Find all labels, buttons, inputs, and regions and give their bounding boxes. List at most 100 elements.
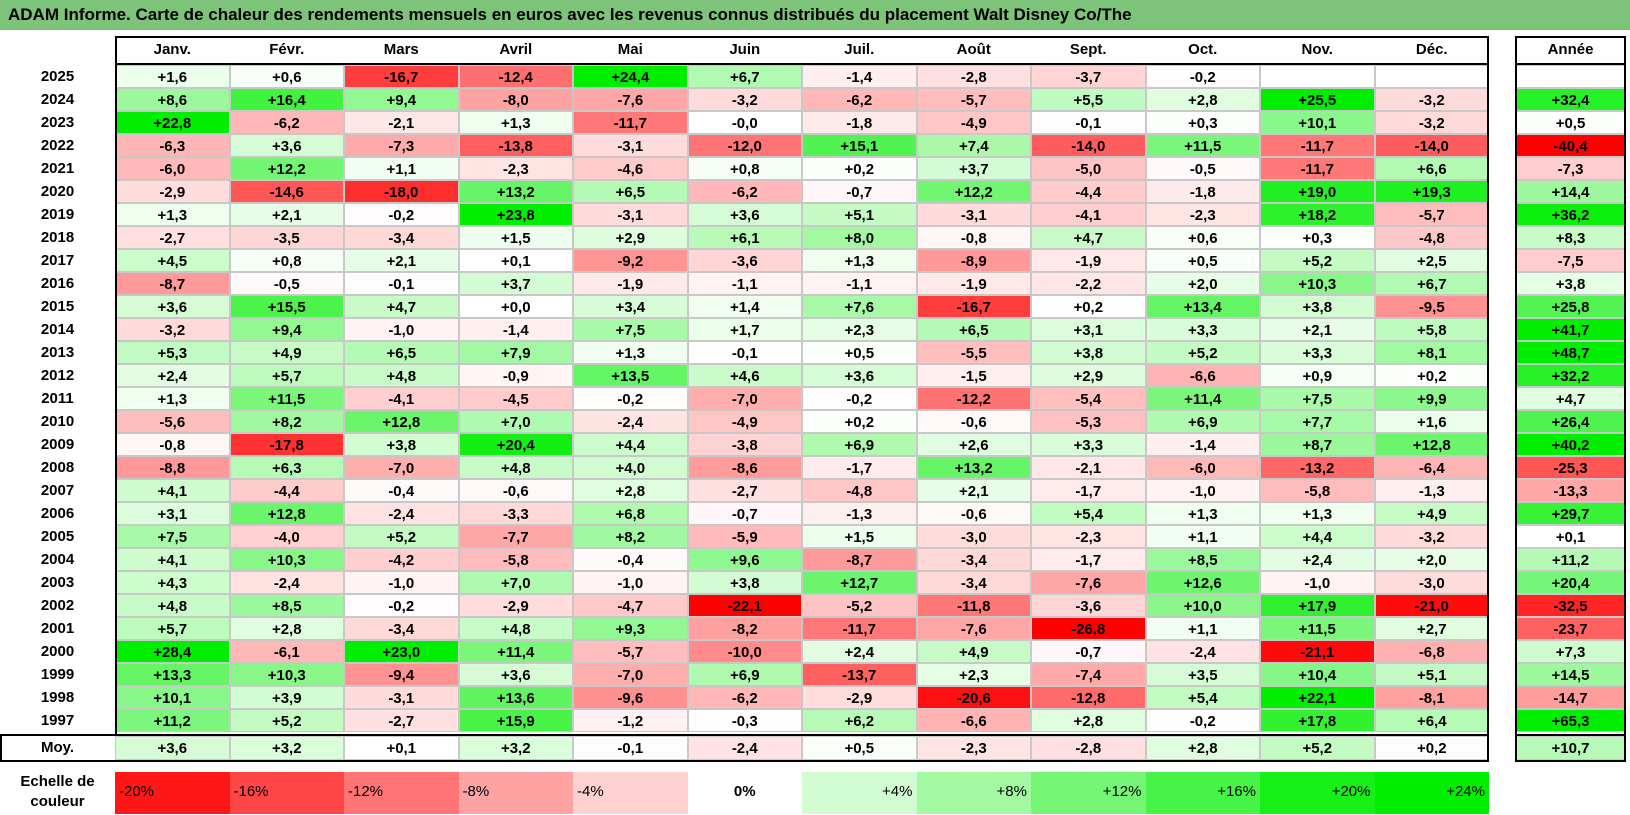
grid-right-border: [1487, 36, 1489, 760]
heatmap-cell: +24,4: [573, 65, 688, 88]
heatmap-cell: -20,6: [916, 686, 1031, 709]
heatmap-cell: +3,7: [916, 157, 1031, 180]
heatmap-cell: +2,1: [229, 203, 344, 226]
color-scale-swatch: 0%: [687, 772, 802, 814]
heatmap-cell: -14,0: [1374, 134, 1489, 157]
heatmap-cell: +10,3: [1260, 272, 1375, 295]
heatmap-cell: -1,9: [1031, 249, 1146, 272]
heatmap-cell: +4,8: [344, 364, 459, 387]
heatmap-cell: +8,7: [1260, 433, 1375, 456]
heatmap-cell: +6,6: [1374, 157, 1489, 180]
heatmap-cell: -2,4: [1145, 640, 1260, 663]
heatmap-cell: -6,2: [687, 686, 802, 709]
heatmap-cell: -3,2: [115, 318, 230, 341]
heatmap-cell: -12,4: [458, 65, 573, 88]
annual-left-border: [1515, 36, 1517, 760]
year-label: 2013: [40, 344, 75, 361]
heatmap-cell: -1,1: [802, 272, 917, 295]
heatmap-cell: -7,6: [1031, 571, 1146, 594]
average-cell: -2,4: [687, 736, 802, 760]
heatmap-cell: +1,3: [802, 249, 917, 272]
heatmap-cell: -5,3: [1031, 410, 1146, 433]
heatmap-cell: +3,4: [573, 295, 688, 318]
heatmap-cell: +0,2: [1031, 295, 1146, 318]
color-scale-swatch: -4%: [573, 772, 688, 814]
heatmap-cell: [1260, 65, 1375, 88]
average-cell: +2,8: [1145, 736, 1260, 760]
heatmap-cell: -22,1: [687, 594, 802, 617]
annual-cell: +8,3: [1515, 226, 1626, 249]
heatmap-cell: -5,2: [802, 594, 917, 617]
heatmap-cell: +4,1: [115, 479, 230, 502]
heatmap-cell: -1,0: [344, 571, 459, 594]
heatmap-cell: -2,7: [344, 709, 459, 732]
heatmap-cell: +5,2: [229, 709, 344, 732]
heatmap-cell: +3,3: [1145, 318, 1260, 341]
month-header: Juil.: [844, 41, 875, 58]
heatmap-cell: +9,4: [344, 88, 459, 111]
annual-cell: -25,3: [1515, 456, 1626, 479]
heatmap-cell: -0,0: [687, 111, 802, 134]
color-scale-swatch: +8%: [916, 772, 1031, 814]
heatmap-cell: +3,3: [1260, 341, 1375, 364]
heatmap-cell: -1,7: [802, 456, 917, 479]
year-label: 2007: [40, 482, 75, 499]
heatmap-cell: +6,5: [916, 318, 1031, 341]
heatmap-cell: +9,6: [687, 548, 802, 571]
heatmap-cell: +13,2: [458, 180, 573, 203]
heatmap-cell: -2,4: [344, 502, 459, 525]
heatmap-cell: +7,4: [916, 134, 1031, 157]
heatmap-cell: -1,5: [916, 364, 1031, 387]
average-cell: -0,1: [573, 736, 688, 760]
heatmap-cell: -5,7: [1374, 203, 1489, 226]
heatmap-cell: +2,6: [916, 433, 1031, 456]
heatmap-cell: -2,3: [1145, 203, 1260, 226]
heatmap-cell: +5,2: [344, 525, 459, 548]
heatmap-cell: -2,3: [458, 157, 573, 180]
heatmap-cell: +13,2: [916, 456, 1031, 479]
heatmap-cell: -7,4: [1031, 663, 1146, 686]
heatmap-cell: -4,6: [573, 157, 688, 180]
heatmap-cell: +7,5: [115, 525, 230, 548]
year-label: 2017: [40, 252, 75, 269]
heatmap-cell: -9,4: [344, 663, 459, 686]
heatmap-cell: +12,7: [802, 571, 917, 594]
average-cell: +0,1: [344, 736, 459, 760]
heatmap-cell: -1,3: [1374, 479, 1489, 502]
heatmap-cell: +12,8: [1374, 433, 1489, 456]
heatmap-cell: -0,4: [344, 479, 459, 502]
heatmap-cell: -1,0: [344, 318, 459, 341]
annual-cell: +25,8: [1515, 295, 1626, 318]
heatmap-cell: +8,0: [802, 226, 917, 249]
heatmap-cell: +2,3: [802, 318, 917, 341]
heatmap-cell: +7,5: [573, 318, 688, 341]
heatmap-cell: +1,3: [458, 111, 573, 134]
heatmap-cell: -3,7: [1031, 65, 1146, 88]
heatmap-cell: -6,2: [687, 180, 802, 203]
heatmap-cell: +18,2: [1260, 203, 1375, 226]
heatmap-cell: +6,2: [802, 709, 917, 732]
heatmap-cell: +0,0: [458, 295, 573, 318]
year-label: 2010: [40, 413, 75, 430]
year-label: 2000: [40, 643, 75, 660]
color-scale-label: Echelle de couleur: [20, 773, 95, 810]
heatmap-cell: -8,7: [115, 272, 230, 295]
average-annual-cell: +10,7: [1515, 736, 1626, 760]
heatmap-cell: -5,6: [115, 410, 230, 433]
heatmap-cell: +0,6: [229, 65, 344, 88]
heatmap-cell: -6,0: [115, 157, 230, 180]
heatmap-cell: -7,7: [458, 525, 573, 548]
heatmap-cell: +5,7: [115, 617, 230, 640]
heatmap-cell: +25,5: [1260, 88, 1375, 111]
heatmap-cell: +5,4: [1145, 686, 1260, 709]
heatmap-cell: +8,5: [229, 594, 344, 617]
heatmap-cell: +8,5: [1145, 548, 1260, 571]
heatmap-cell: +28,4: [115, 640, 230, 663]
heatmap-cell: -5,4: [1031, 387, 1146, 410]
heatmap-cell: +0,8: [229, 249, 344, 272]
heatmap-cell: +2,1: [344, 249, 459, 272]
heatmap-cell: -5,0: [1031, 157, 1146, 180]
annual-cell: -7,3: [1515, 157, 1626, 180]
heatmap-cell: +2,1: [916, 479, 1031, 502]
heatmap-cell: -0,3: [687, 709, 802, 732]
